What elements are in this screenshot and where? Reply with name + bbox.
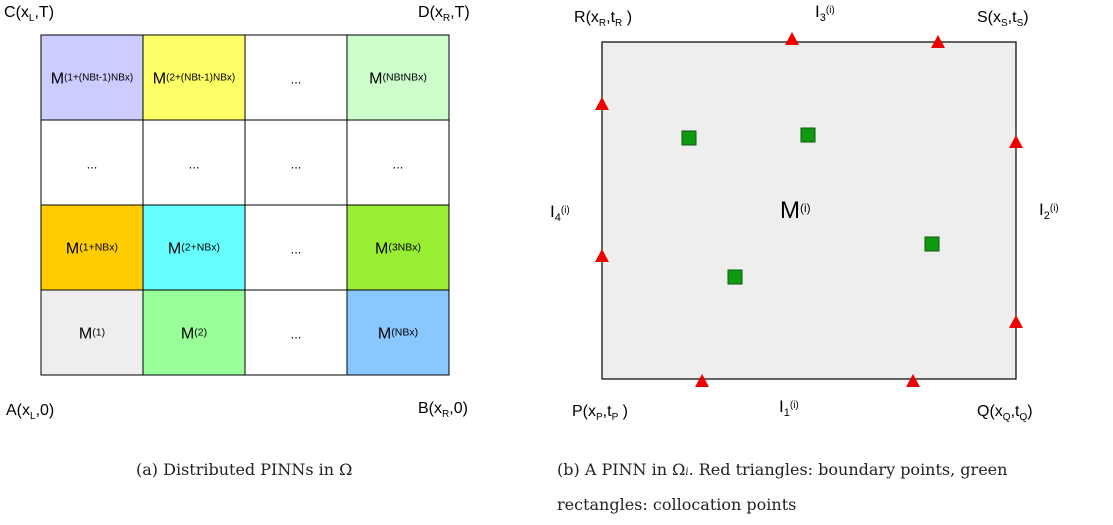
subdomain-cell: [346, 289, 450, 376]
subdomain-cell: [40, 34, 144, 121]
subdomain-cell: [142, 289, 246, 376]
ellipsis-label: ...: [291, 157, 302, 172]
corner-label-q: Q(xQ,tQ): [977, 403, 1033, 423]
subdomain-cell: [346, 204, 450, 291]
ellipsis-label: ...: [393, 157, 404, 172]
caption-a: (a) Distributed PINNs in Ω: [136, 460, 353, 479]
subdomain-cell: [244, 119, 348, 206]
collocation-point: [924, 236, 940, 252]
interface-label-1: I1(i): [779, 397, 799, 419]
subdomain-cell: [142, 119, 246, 206]
boundary-point: [906, 374, 920, 387]
corner-label-r: R(xR,tR ): [574, 9, 632, 29]
subdomain-cell: [244, 204, 348, 291]
boundary-point: [785, 32, 799, 45]
corner-label-s: S(xS,tS): [977, 9, 1029, 29]
boundary-point: [931, 35, 945, 48]
subdomain-label: M(2+NBx): [168, 241, 220, 258]
collocation-point: [727, 269, 743, 285]
corner-label-a: A(xL,0): [6, 402, 54, 422]
caption-b: (b) A PINN in Ωi. Red triangles: boundar…: [557, 454, 1007, 521]
subdomain-label: M(3NBx): [375, 241, 421, 258]
caption-b-subscript: i: [685, 467, 689, 478]
interface-label-3: I3(i): [815, 2, 835, 24]
subdomain-cell: [244, 289, 348, 376]
interface-label-2: I2(i): [1039, 200, 1059, 222]
subdomain-label: M(NBx): [378, 326, 418, 343]
boundary-points: [595, 32, 1023, 387]
corner-label-b: B(xR,0): [418, 400, 468, 420]
boundary-point: [595, 249, 609, 262]
subdomain-label: M(2): [181, 326, 207, 343]
subdomain-cell: [346, 119, 450, 206]
boundary-point: [595, 97, 609, 110]
subdomain-cell: [40, 289, 144, 376]
boundary-point: [695, 374, 709, 387]
interface-label-4: I4(i): [550, 202, 570, 224]
collocation-point: [800, 127, 816, 143]
subdomain-label: M(2+(NBt-1)NBx): [153, 71, 236, 88]
caption-b-line1: (b) A PINN in Ω: [557, 460, 686, 479]
boundary-point: [1009, 135, 1023, 148]
corner-label-d: D(xR,T): [418, 4, 470, 24]
caption-b-rest: . Red triangles: boundary points, green: [688, 460, 1008, 479]
subdomain-box: [601, 41, 1017, 380]
caption-b-line2: rectangles: collocation points: [557, 495, 797, 514]
subdomain-label: M(NBtNBx): [369, 71, 427, 88]
ellipsis-label: ...: [291, 327, 302, 342]
subdomain-cell: [40, 204, 144, 291]
subdomain-grid: M(1+(NBt-1)NBx) M(2+(NBt-1)NBx)... M(NBtNB…: [40, 34, 450, 376]
subdomain-cell: [346, 34, 450, 121]
subdomain-cell: [244, 34, 348, 121]
ellipsis-label: ...: [189, 157, 200, 172]
subdomain-label: M(1): [79, 326, 105, 343]
ellipsis-label: ...: [291, 72, 302, 87]
corner-label-c: C(xL,T): [4, 4, 54, 24]
collocation-points: [681, 127, 940, 285]
ellipsis-label: ...: [291, 242, 302, 257]
subdomain-cell: [142, 34, 246, 121]
boundary-point: [1009, 315, 1023, 328]
subdomain-label: M(1+(NBt-1)NBx): [51, 71, 134, 88]
corner-label-p: P(xP,tP ): [572, 403, 628, 423]
subdomain-cell: [142, 204, 246, 291]
subdomain-label: M(1+NBx): [66, 241, 118, 258]
ellipsis-label: ...: [87, 157, 98, 172]
subdomain-label: M(i): [780, 197, 811, 224]
collocation-point: [681, 130, 697, 146]
